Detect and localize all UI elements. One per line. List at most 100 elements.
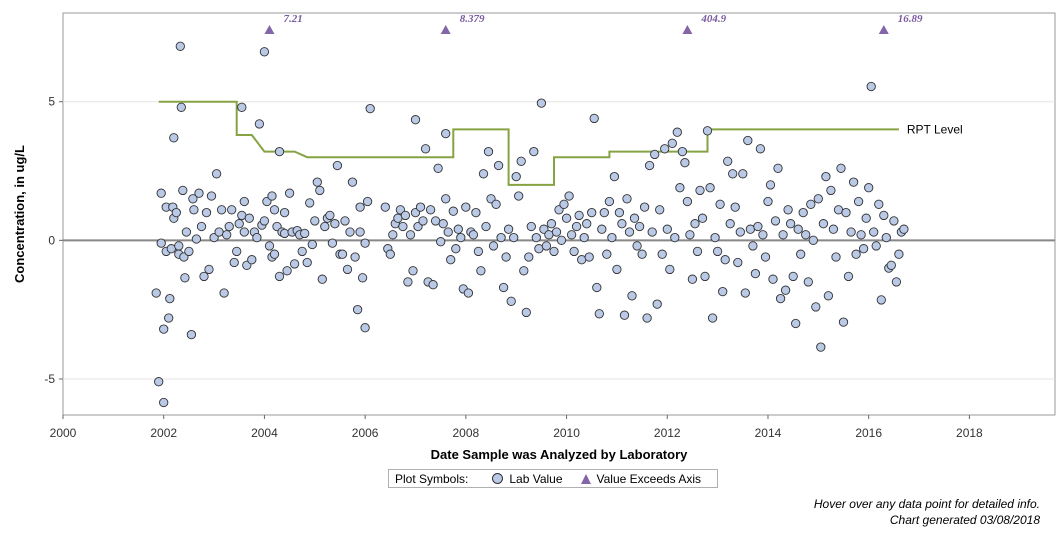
lab-value-point <box>345 227 355 237</box>
lab-value-point <box>561 213 572 223</box>
lab-value-point <box>398 221 408 232</box>
lab-value-point <box>441 128 451 139</box>
lab-value-point <box>823 291 834 301</box>
lab-value-point <box>546 219 557 229</box>
lab-value-point <box>164 313 174 323</box>
lab-value-point <box>634 221 645 232</box>
lab-value-point <box>516 156 526 166</box>
lab-value-point <box>808 235 818 245</box>
lab-value-point <box>259 47 270 57</box>
lab-value-point <box>785 219 796 229</box>
lab-value-point <box>559 199 569 209</box>
lab-value-point <box>310 216 320 226</box>
lab-value-point <box>793 224 803 234</box>
lab-value-point <box>632 241 642 251</box>
hover-note: Hover over any data point for detailed i… <box>813 497 1040 511</box>
legend-title: Plot Symbols: <box>395 471 469 486</box>
axis-ticks: -5 0 5 2000 2002 2004 2006 2008 2010 2012 2014 2016… <box>44 95 983 440</box>
lab-value-point <box>159 324 169 334</box>
lab-value-point <box>677 146 688 157</box>
lab-value-point <box>821 171 831 182</box>
x-tick-label: 2002 <box>150 426 177 440</box>
lab-value-point <box>456 232 466 243</box>
lab-value-point <box>352 304 363 315</box>
exceeds-axis-marker <box>440 25 451 34</box>
lab-value-point <box>672 127 682 137</box>
x-tick-label: 2008 <box>452 426 479 440</box>
lab-value-point <box>551 227 562 237</box>
lab-value-point <box>755 144 766 154</box>
lab-value-point <box>350 252 360 262</box>
lab-value-point <box>801 230 811 240</box>
x-tick-label: 2016 <box>855 426 882 440</box>
lab-value-point <box>175 41 185 51</box>
lab-value-point <box>206 191 217 201</box>
lab-value-point <box>388 230 398 240</box>
exceeds-axis-label: 16.89 <box>898 13 923 25</box>
lab-value-point <box>589 113 599 124</box>
x-tick-label: 2012 <box>654 426 681 440</box>
lab-value-point <box>461 202 471 212</box>
lab-value-point <box>302 257 312 268</box>
x-axis-title: Date Sample was Analyzed by Laboratory <box>431 447 688 462</box>
lab-value-dot-icon <box>492 473 504 484</box>
lab-value-point <box>838 317 849 327</box>
lab-value-point <box>707 313 718 323</box>
lab-value-point <box>227 205 237 215</box>
lab-value-point <box>307 239 317 250</box>
x-tick-label: 2000 <box>50 426 77 440</box>
lab-value-point <box>836 163 846 173</box>
lab-value-point <box>715 199 725 209</box>
lab-value-point <box>312 177 322 187</box>
lab-value-point <box>282 266 292 276</box>
lab-value-point <box>750 268 761 279</box>
exceeds-axis-marker <box>264 25 275 34</box>
lab-value-point <box>174 241 184 251</box>
lab-value-point <box>264 241 275 251</box>
lab-value-point <box>239 227 249 237</box>
lab-value-point <box>365 103 375 114</box>
lab-value-point <box>511 171 521 182</box>
exceeds-axis-marker <box>682 25 693 34</box>
exceeds-axis-series[interactable]: 7.21 8.379 404.9 16.89 <box>264 13 923 34</box>
x-tick-label: 2010 <box>553 426 580 440</box>
lab-value-point <box>564 191 574 201</box>
lab-value-point <box>438 219 448 229</box>
lab-value-point <box>740 288 750 298</box>
x-tick-label: 2018 <box>956 426 983 440</box>
lab-value-point <box>418 216 428 226</box>
lab-value-point <box>712 246 723 257</box>
lab-value-point <box>400 210 411 221</box>
lab-value-point <box>380 202 390 212</box>
lab-value-point <box>488 241 499 251</box>
lab-value-point <box>748 241 758 251</box>
lab-value-point <box>433 163 443 173</box>
lab-value-point <box>156 188 166 198</box>
lab-value-point <box>234 219 244 229</box>
lab-value-point <box>448 206 458 216</box>
lab-value-point <box>526 221 536 232</box>
lab-value-point <box>730 202 740 212</box>
lab-value-point <box>894 249 904 259</box>
lab-value-point <box>403 277 413 287</box>
lab-value-point <box>529 146 539 157</box>
lab-value-point <box>798 207 808 218</box>
lab-value-point <box>886 260 896 270</box>
lab-value-point <box>652 299 662 309</box>
lab-value-point <box>531 232 541 243</box>
lab-value-series[interactable] <box>151 41 909 408</box>
lab-value-point <box>204 264 214 275</box>
exceeds-axis-label: 404.9 <box>700 13 726 25</box>
lab-value-point <box>269 249 280 259</box>
lab-value-point <box>269 205 280 215</box>
lab-value-point <box>662 224 672 234</box>
lab-value-point <box>165 293 175 304</box>
lab-value-point <box>498 282 509 293</box>
lab-value-point <box>851 249 861 259</box>
lab-value-point <box>891 277 902 287</box>
exceeds-axis-label: 8.379 <box>460 13 485 25</box>
lab-value-point <box>463 288 474 298</box>
lab-value-point <box>201 207 212 218</box>
lab-value-point <box>841 207 851 218</box>
legend-item-value-exceeds: Value Exceeds Axis <box>596 471 702 486</box>
